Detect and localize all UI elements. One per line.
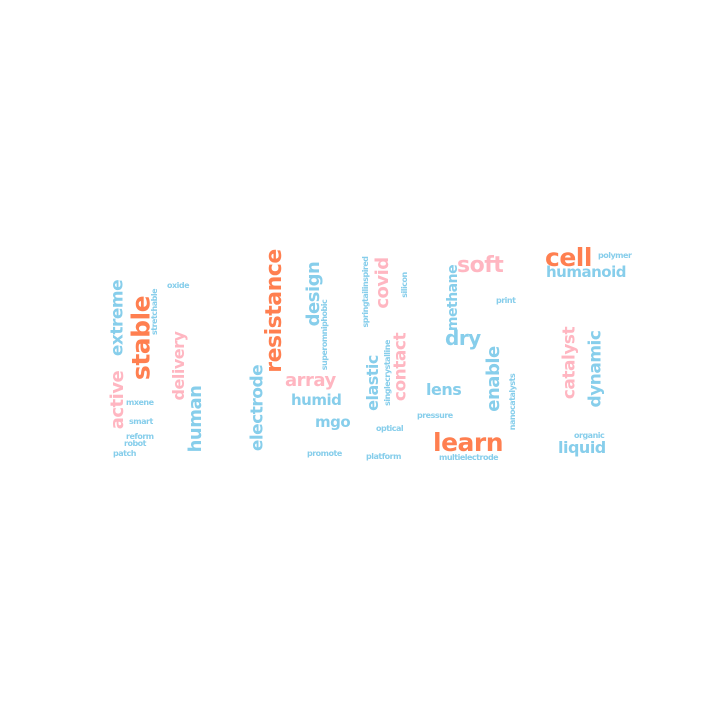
word-array: array — [285, 370, 336, 391]
word-lens: lens — [426, 380, 462, 399]
word-liquid: liquid — [558, 438, 606, 457]
word-oxide: oxide — [167, 281, 190, 290]
word-organic: organic — [574, 431, 605, 440]
word-platform: platform — [366, 452, 401, 461]
word-springtailinspired: springtailinspired — [361, 256, 370, 328]
word-multielectrode: multielectrode — [439, 453, 499, 462]
word-learn: learn — [433, 428, 504, 457]
word-resistance: resistance — [262, 249, 287, 373]
word-contact: contact — [390, 332, 411, 402]
word-human: human — [185, 385, 206, 453]
word-dynamic: dynamic — [585, 330, 606, 408]
word-soft: soft — [457, 253, 504, 278]
word-optical: optical — [376, 424, 404, 433]
word-mgo: mgo — [315, 413, 351, 431]
word-electrode: electrode — [247, 364, 268, 452]
word-silicon: silicon — [400, 272, 409, 298]
word-stretchable: stretchable — [150, 288, 159, 336]
word-dry: dry — [445, 326, 481, 350]
word-promote: promote — [307, 449, 342, 458]
word-nanocatalysts: nanocatalysts — [508, 373, 517, 431]
word-humanoid: humanoid — [546, 263, 626, 281]
word-elastic: elastic — [363, 355, 382, 411]
word-reform: reform — [126, 432, 154, 441]
word-singlecrystalline: singlecrystalline — [383, 340, 392, 406]
word-enable: enable — [483, 346, 504, 412]
word-polymer: polymer — [598, 251, 632, 260]
word-smart: smart — [129, 417, 153, 426]
word-superomniphobic: superomniphobic — [320, 299, 329, 371]
word-methane: methane — [445, 264, 461, 332]
word-cell: cell — [545, 243, 592, 272]
word-active: active — [107, 370, 128, 430]
word-pressure: pressure — [417, 411, 453, 420]
word-covid: covid — [372, 257, 393, 309]
word-extreme: extreme — [107, 279, 128, 357]
word-humid: humid — [291, 391, 342, 409]
word-catalyst: catalyst — [559, 326, 580, 400]
word-robot: robot — [124, 439, 147, 448]
word-mxene: mxene — [126, 398, 154, 407]
word-print: print — [496, 296, 516, 305]
word-patch: patch — [113, 449, 136, 458]
